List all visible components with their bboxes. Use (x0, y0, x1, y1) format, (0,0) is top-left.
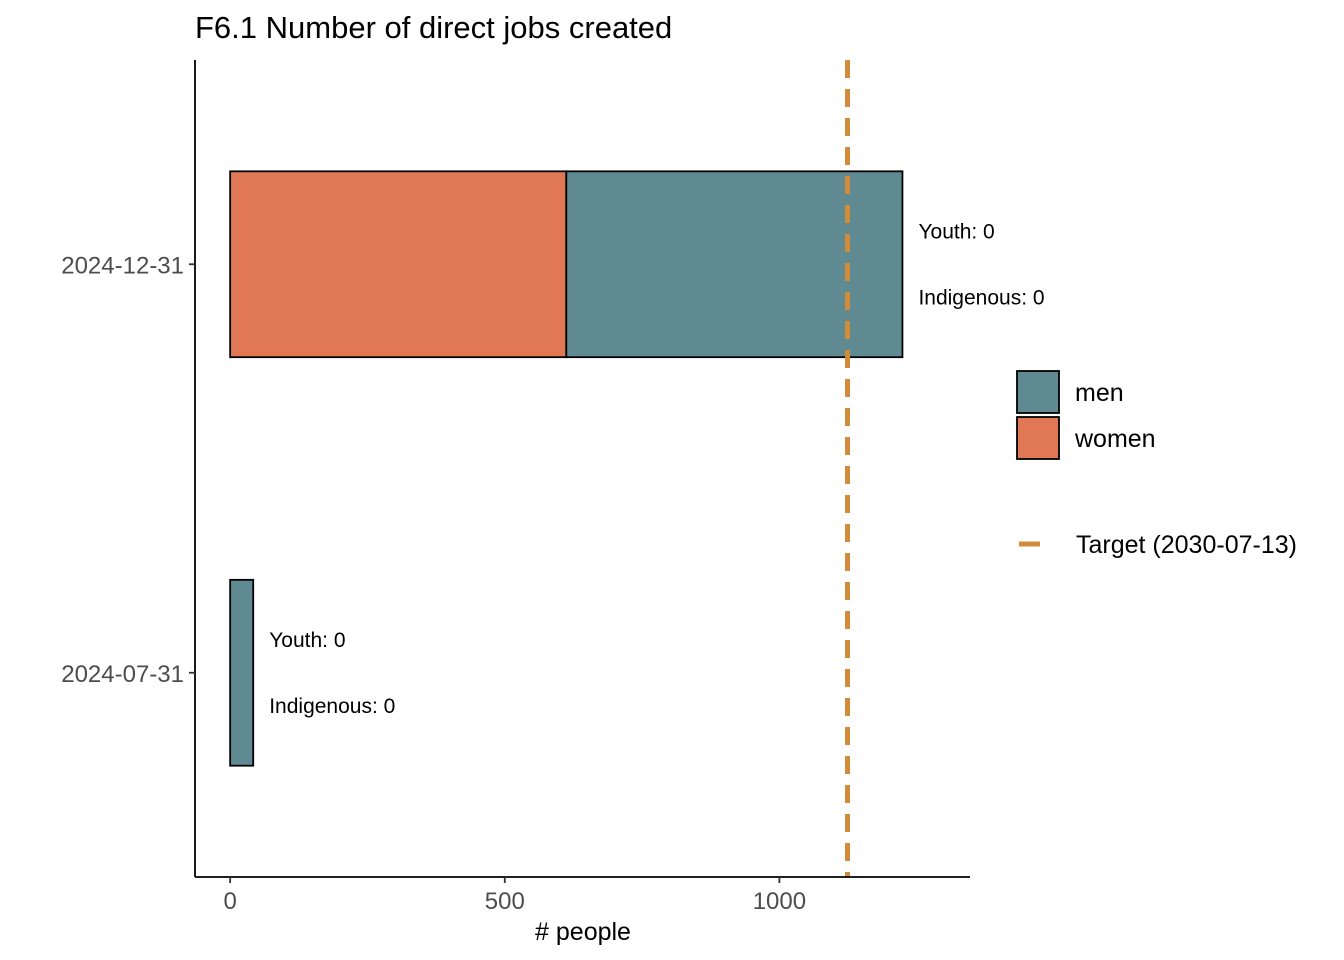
bar-men-2024-12-31 (565, 170, 904, 359)
annotation-2024-12-31-1: Indigenous: 0 (918, 286, 1044, 309)
chart-title: F6.1 Number of direct jobs created (195, 10, 672, 45)
annotation-2024-07-31-1: Indigenous: 0 (269, 695, 395, 718)
x-axis-title: # people (535, 918, 631, 946)
plot-area: Youth: 0 Indigenous: 0 Youth: 0 Indigenous:… (229, 60, 1045, 877)
y-tick-label-2024-07-31: 2024-07-31 (61, 661, 184, 688)
legend-key-men (1016, 370, 1060, 414)
legend-label-target: Target (2030-07-13) (1076, 531, 1297, 559)
bar-women-2024-12-31 (229, 170, 568, 359)
annotation-2024-12-31-0: Youth: 0 (918, 220, 994, 243)
y-axis-ticks: 2024-07-31 2024-12-31 (61, 252, 195, 688)
legend-label-women: women (1074, 425, 1156, 453)
x-axis-ticks: 0 500 1000 (223, 877, 806, 915)
x-tick-label-500: 500 (485, 888, 525, 915)
y-tick-label-2024-12-31: 2024-12-31 (61, 252, 184, 279)
bar-men-2024-07-31 (229, 578, 255, 767)
x-tick-label-0: 0 (223, 888, 236, 915)
x-tick-label-1000: 1000 (753, 888, 806, 915)
legend-label-men: men (1075, 379, 1124, 407)
annotation-2024-07-31-0: Youth: 0 (269, 629, 345, 652)
legend: men women Target (2030-07-13) (1016, 370, 1297, 559)
legend-key-women (1016, 416, 1060, 460)
